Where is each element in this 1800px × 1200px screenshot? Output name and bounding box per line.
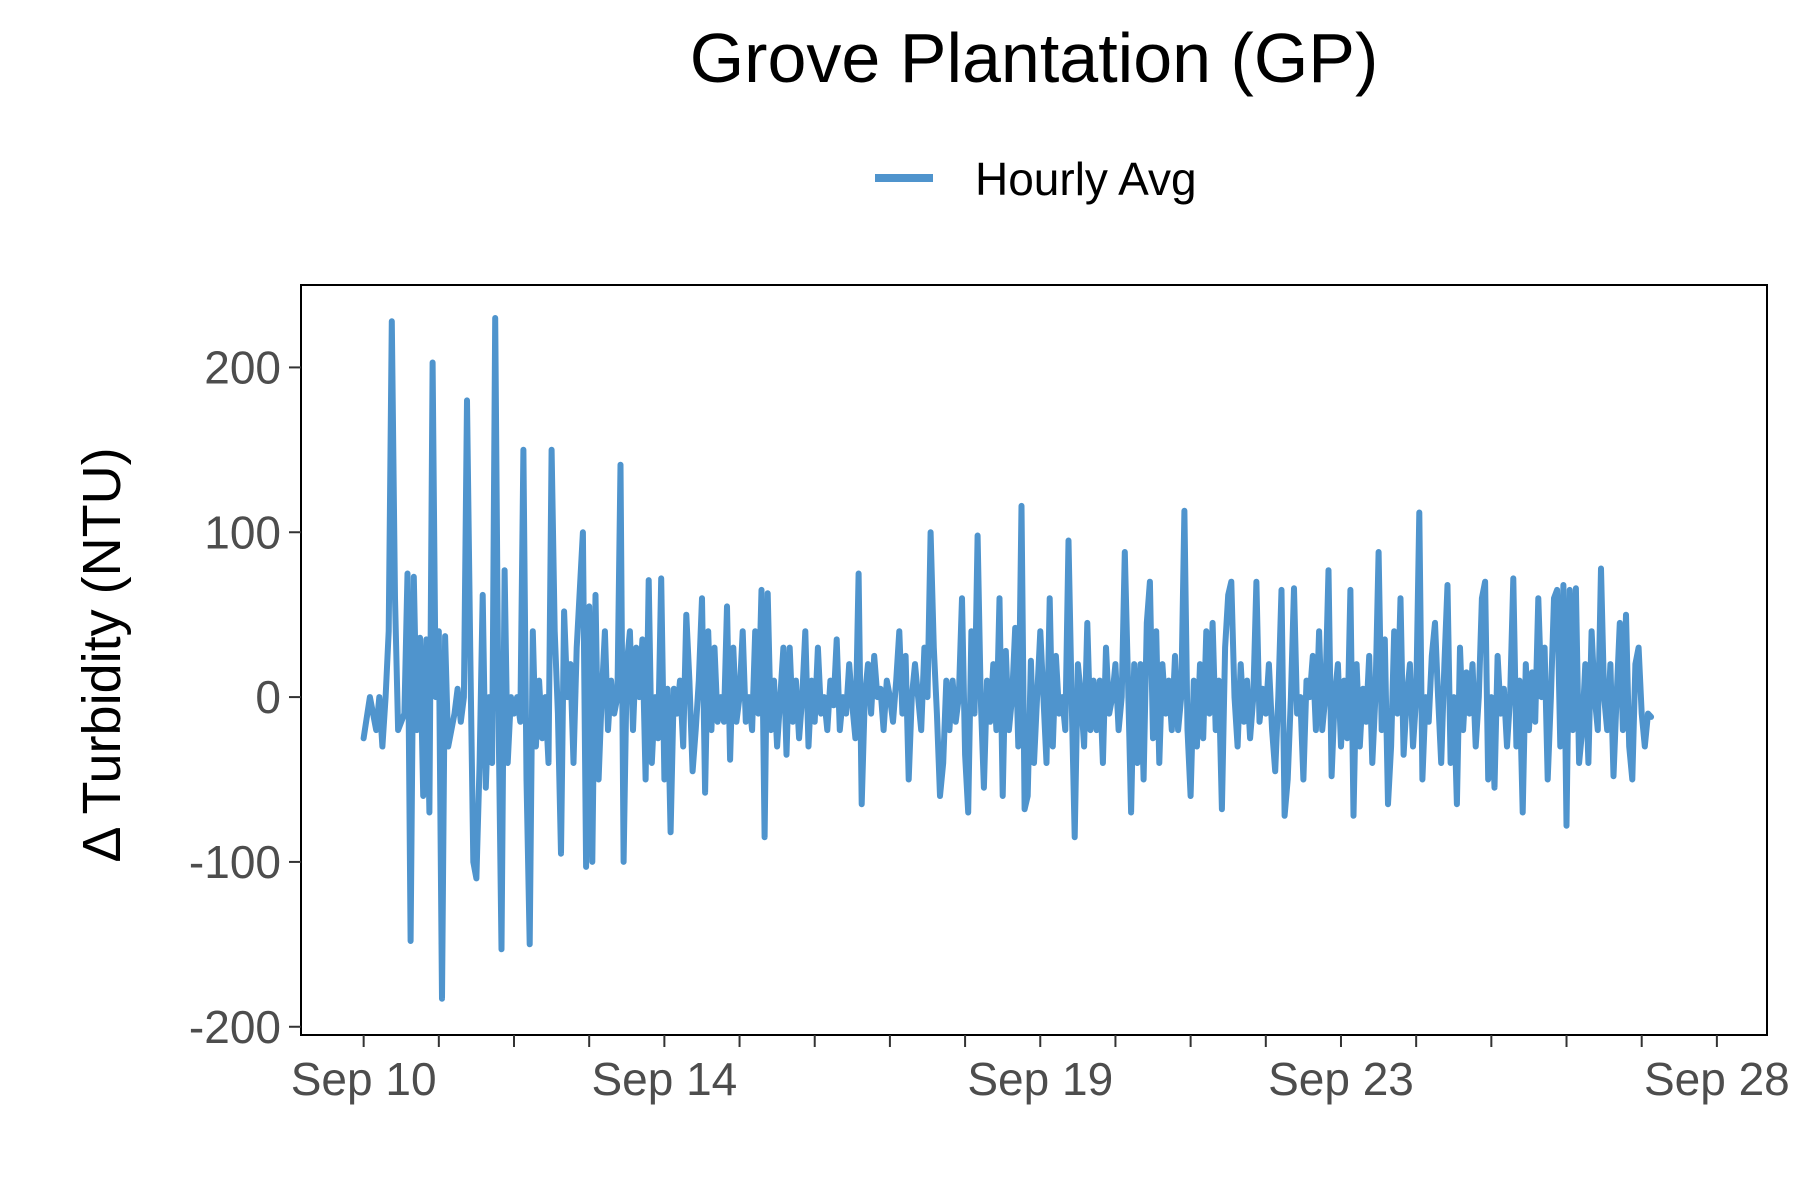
y-tick-label: -200 (189, 1001, 281, 1053)
x-tick-label: Sep 28 (1644, 1053, 1790, 1105)
chart-title: Grove Plantation (GP) (690, 19, 1379, 97)
y-tick-label: 0 (255, 671, 281, 723)
x-tick-label: Sep 14 (591, 1053, 737, 1105)
x-axis: Sep 10 Sep 14 Sep 19 Sep 23 Sep 28 (291, 1035, 1790, 1105)
x-tick-label: Sep 19 (967, 1053, 1113, 1105)
plot-border (300, 284, 1768, 1036)
y-axis-title: Δ Turbidity (NTU) (72, 447, 132, 862)
y-tick-label: 100 (204, 506, 281, 558)
x-tick-label: Sep 10 (291, 1053, 437, 1105)
legend-label: Hourly Avg (975, 153, 1197, 205)
legend: Hourly Avg (875, 153, 1197, 205)
plot-area (300, 284, 1768, 1036)
x-tick-label: Sep 23 (1268, 1053, 1414, 1105)
series-line-hourly-avg (360, 315, 1655, 1002)
y-tick-label: 200 (204, 341, 281, 393)
y-axis: -200 -100 0 100 200 (189, 341, 301, 1053)
y-tick-label: -100 (189, 836, 281, 888)
